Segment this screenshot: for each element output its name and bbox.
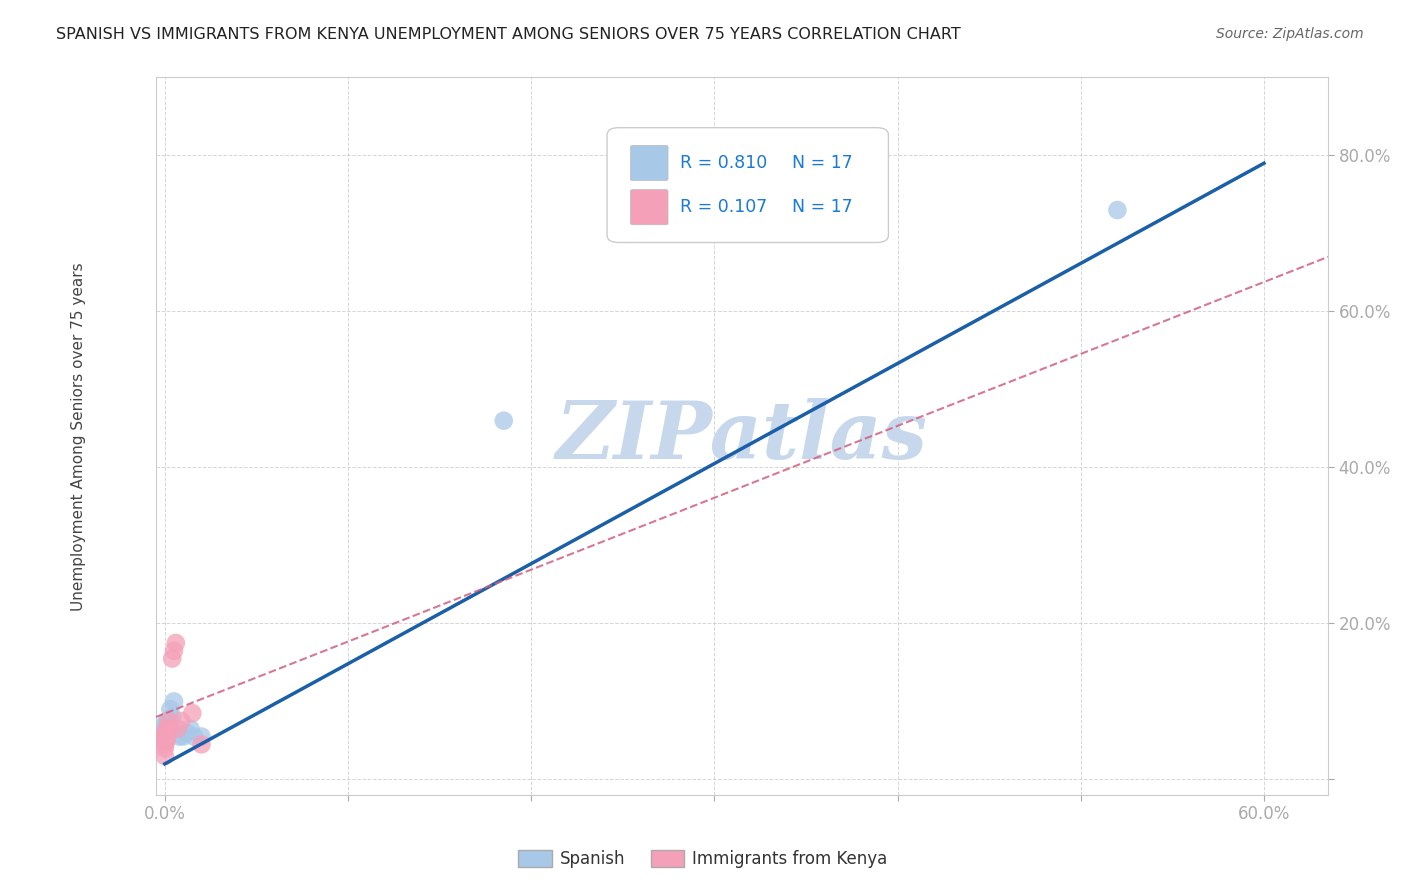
FancyBboxPatch shape xyxy=(630,190,668,225)
Text: N = 17: N = 17 xyxy=(793,198,853,216)
Point xyxy=(166,722,188,736)
Point xyxy=(163,694,186,708)
Point xyxy=(190,737,212,751)
Point xyxy=(153,741,176,756)
Point xyxy=(153,730,176,744)
Point xyxy=(172,730,194,744)
Point xyxy=(156,722,179,736)
Point xyxy=(153,718,176,732)
Point xyxy=(156,733,179,747)
Point xyxy=(156,730,179,744)
Point xyxy=(160,651,183,665)
Point xyxy=(169,730,191,744)
Point xyxy=(492,414,515,428)
Text: N = 17: N = 17 xyxy=(793,154,853,172)
Point xyxy=(153,722,176,736)
Point xyxy=(153,733,176,747)
Text: SPANISH VS IMMIGRANTS FROM KENYA UNEMPLOYMENT AMONG SENIORS OVER 75 YEARS CORREL: SPANISH VS IMMIGRANTS FROM KENYA UNEMPLO… xyxy=(56,27,960,42)
FancyBboxPatch shape xyxy=(630,145,668,180)
Text: R = 0.107: R = 0.107 xyxy=(679,198,768,216)
Point xyxy=(159,702,181,716)
Text: ZIPatlas: ZIPatlas xyxy=(555,398,928,475)
Point xyxy=(156,714,179,728)
Y-axis label: Unemployment Among Seniors over 75 years: Unemployment Among Seniors over 75 years xyxy=(72,262,86,610)
Point xyxy=(190,730,212,744)
FancyBboxPatch shape xyxy=(607,128,889,243)
Point xyxy=(153,749,176,764)
Point xyxy=(179,722,201,736)
Point xyxy=(160,710,183,724)
Text: R = 0.810: R = 0.810 xyxy=(679,154,768,172)
Point xyxy=(1107,202,1129,217)
Point xyxy=(157,722,180,736)
Point xyxy=(183,730,205,744)
Point xyxy=(181,706,204,721)
Text: Source: ZipAtlas.com: Source: ZipAtlas.com xyxy=(1216,27,1364,41)
Legend: Spanish, Immigrants from Kenya: Spanish, Immigrants from Kenya xyxy=(512,843,894,875)
Point xyxy=(170,714,193,728)
Point xyxy=(153,725,176,739)
Point xyxy=(153,737,176,751)
Point xyxy=(165,636,187,650)
Point xyxy=(163,644,186,658)
Point xyxy=(157,714,180,728)
Point xyxy=(159,722,181,736)
Point xyxy=(176,725,198,739)
Point xyxy=(153,725,176,739)
